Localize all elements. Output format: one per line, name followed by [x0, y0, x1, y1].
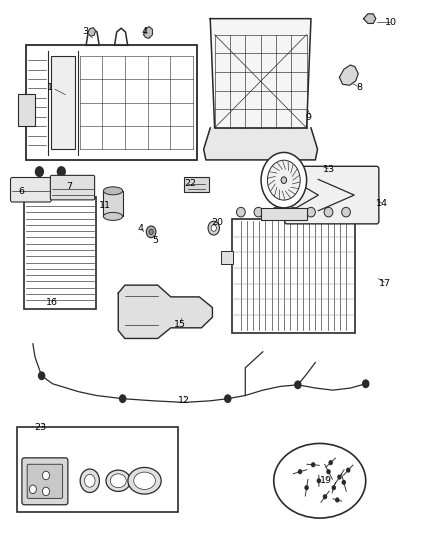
Circle shape: [323, 495, 326, 499]
Bar: [232, 219, 355, 333]
Circle shape: [208, 221, 219, 235]
Circle shape: [317, 479, 320, 483]
Text: 23: 23: [34, 423, 46, 432]
Circle shape: [363, 380, 369, 387]
Polygon shape: [118, 285, 212, 338]
Text: 4: 4: [141, 28, 148, 36]
Bar: [24, 197, 96, 309]
Text: 22: 22: [184, 180, 197, 188]
Polygon shape: [204, 128, 318, 160]
Circle shape: [57, 167, 65, 176]
FancyBboxPatch shape: [22, 458, 68, 505]
Bar: [221, 251, 233, 264]
Text: 15: 15: [173, 320, 186, 328]
Ellipse shape: [106, 470, 131, 491]
Circle shape: [332, 486, 336, 489]
Ellipse shape: [134, 472, 155, 489]
Text: 13: 13: [322, 165, 335, 174]
Text: 11: 11: [99, 201, 111, 209]
Bar: [261, 208, 307, 220]
Text: 5: 5: [152, 237, 159, 245]
Circle shape: [146, 226, 156, 238]
Text: 16: 16: [46, 298, 58, 307]
Text: 3: 3: [82, 28, 88, 36]
Circle shape: [338, 475, 341, 479]
Circle shape: [85, 474, 95, 487]
Ellipse shape: [237, 207, 245, 217]
Ellipse shape: [110, 474, 126, 488]
Circle shape: [29, 485, 36, 494]
Circle shape: [35, 167, 43, 176]
Polygon shape: [364, 14, 376, 23]
Text: 8: 8: [356, 84, 362, 92]
Bar: [184, 177, 209, 192]
Circle shape: [329, 461, 332, 464]
Text: 9: 9: [306, 113, 312, 122]
Circle shape: [281, 177, 286, 183]
Circle shape: [336, 498, 339, 502]
Circle shape: [261, 152, 307, 208]
Text: 19: 19: [320, 477, 332, 485]
Text: 12: 12: [178, 397, 190, 405]
Text: 6: 6: [18, 188, 24, 196]
Text: 7: 7: [66, 182, 72, 191]
Circle shape: [80, 469, 99, 492]
Bar: [26, 45, 197, 160]
Ellipse shape: [103, 213, 123, 221]
Polygon shape: [339, 65, 358, 85]
Circle shape: [42, 487, 49, 496]
Text: 14: 14: [376, 199, 388, 208]
Bar: [17, 427, 178, 512]
Ellipse shape: [307, 207, 315, 217]
Circle shape: [311, 463, 314, 467]
FancyBboxPatch shape: [11, 177, 51, 202]
Circle shape: [149, 229, 153, 235]
Ellipse shape: [274, 443, 366, 518]
Text: 10: 10: [385, 18, 397, 27]
Circle shape: [268, 160, 300, 200]
Circle shape: [327, 470, 330, 473]
Ellipse shape: [289, 207, 298, 217]
Ellipse shape: [103, 187, 123, 195]
Circle shape: [299, 470, 302, 473]
Circle shape: [120, 395, 126, 402]
Ellipse shape: [254, 207, 263, 217]
Text: 1: 1: [47, 84, 53, 92]
Circle shape: [305, 486, 308, 489]
Circle shape: [211, 225, 216, 231]
Bar: [18, 94, 35, 126]
FancyBboxPatch shape: [285, 166, 379, 224]
Polygon shape: [144, 27, 152, 38]
Circle shape: [225, 395, 231, 402]
FancyBboxPatch shape: [27, 464, 63, 498]
Circle shape: [295, 381, 301, 389]
Polygon shape: [210, 19, 311, 128]
Circle shape: [343, 481, 346, 484]
Ellipse shape: [342, 207, 350, 217]
Text: 20: 20: [211, 219, 223, 227]
Circle shape: [39, 372, 45, 379]
Ellipse shape: [272, 207, 280, 217]
Text: 17: 17: [378, 279, 391, 288]
Text: 4: 4: [137, 224, 143, 232]
Circle shape: [42, 471, 49, 480]
Bar: [103, 191, 123, 216]
Ellipse shape: [324, 207, 333, 217]
Circle shape: [347, 468, 350, 472]
Bar: [51, 56, 75, 149]
FancyBboxPatch shape: [50, 175, 95, 200]
Polygon shape: [88, 28, 95, 36]
Ellipse shape: [128, 467, 161, 494]
